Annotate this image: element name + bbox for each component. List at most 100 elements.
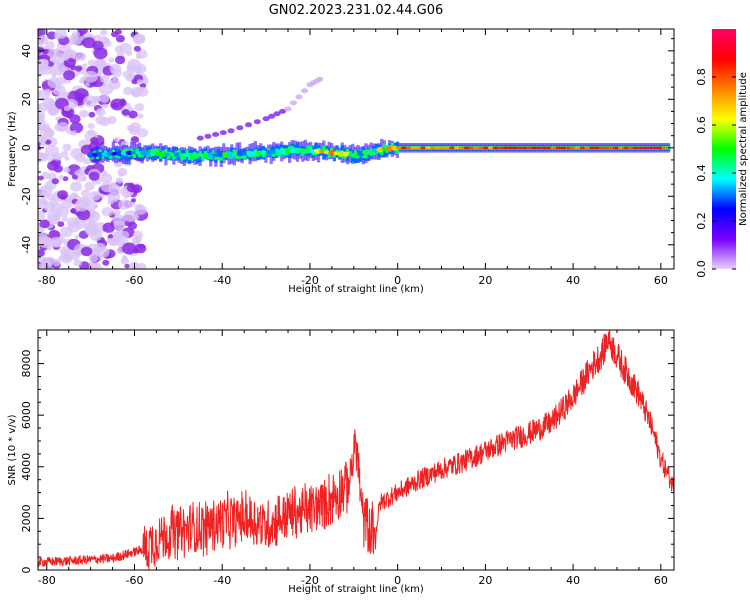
y-tick-label: 6000 xyxy=(20,401,33,429)
ridge-core xyxy=(531,146,538,150)
ridge-middle xyxy=(114,153,118,158)
branch-mark xyxy=(196,135,204,141)
noise-speckle xyxy=(63,70,76,81)
noise-speckle xyxy=(131,86,143,97)
ridge-core xyxy=(588,146,596,150)
spectrogram-frame xyxy=(37,28,675,270)
ridge-core xyxy=(627,146,635,150)
y-tick-label: 0 xyxy=(20,567,33,574)
noise-speckle xyxy=(69,114,81,124)
branch-mark xyxy=(253,119,261,125)
noise-speckle xyxy=(51,178,60,185)
y-tick-label: 2000 xyxy=(20,504,33,532)
y-tick-label: -20 xyxy=(20,187,33,205)
ridge-outer xyxy=(322,148,326,160)
ridge-core xyxy=(231,151,239,157)
branch-mark xyxy=(268,113,276,119)
ridge-core xyxy=(429,146,437,150)
branch-mark xyxy=(262,116,270,122)
noise-speckle xyxy=(88,171,100,181)
ridge-core xyxy=(535,146,543,150)
y-tick-label: 40 xyxy=(20,44,33,58)
noise-speckle xyxy=(113,220,126,231)
ridge-core xyxy=(613,146,620,150)
noise-speckle xyxy=(118,172,124,177)
ridge-core xyxy=(492,146,500,150)
ridge-core xyxy=(280,148,288,155)
branch-mark xyxy=(273,111,281,117)
spectrogram-y-label: Frequency (Hz) xyxy=(7,111,18,187)
ridge-core xyxy=(106,151,114,157)
noise-speckle xyxy=(134,243,147,254)
noise-speckle xyxy=(122,242,137,255)
ridge-middle xyxy=(309,145,313,152)
noise-speckle xyxy=(56,122,69,132)
noise-speckle xyxy=(64,156,70,161)
noise-speckle xyxy=(115,55,126,65)
noise-speckle xyxy=(134,203,144,211)
ridge-core xyxy=(183,153,191,158)
noise-speckle xyxy=(100,74,110,84)
x-tick-label: -20 xyxy=(301,274,319,287)
noise-speckle xyxy=(82,37,96,49)
ridge-middle xyxy=(188,153,192,161)
ridge-middle xyxy=(332,152,337,158)
noise-speckle xyxy=(119,43,132,54)
noise-speckle xyxy=(108,57,115,63)
ridge-middle xyxy=(301,149,305,156)
colorbar-tick-label: 0.2 xyxy=(695,212,708,230)
noise-speckle xyxy=(135,54,142,60)
noise-speckle xyxy=(62,91,69,97)
noise-speckle xyxy=(53,240,62,248)
snr-x-axis: -80 -60 -40 -20 0 20 40 60 xyxy=(38,330,668,587)
ridge-middle xyxy=(138,152,142,158)
noise-speckle xyxy=(49,70,57,76)
noise-speckle xyxy=(74,234,80,240)
noise-speckle xyxy=(69,34,79,42)
noise-speckle xyxy=(133,230,143,240)
ridge-core xyxy=(468,146,476,150)
noise-speckle xyxy=(42,48,49,55)
ridge-core xyxy=(449,146,456,150)
colorbar-ticks: 0.0 0.2 0.4 0.6 0.8 xyxy=(695,68,736,278)
ridge-core xyxy=(617,146,625,150)
ridge-middle xyxy=(382,143,387,152)
colorbar-strip xyxy=(712,29,736,269)
noise-speckle xyxy=(38,175,44,181)
noise-speckle xyxy=(38,102,48,112)
ridge-core xyxy=(574,146,582,150)
noise-speckle xyxy=(81,176,88,182)
snr-panel: -80 -60 -40 -20 0 20 40 60 0 2000 4000 6000 8000 He… xyxy=(7,329,675,595)
ridge-core xyxy=(506,146,514,150)
noise-speckle xyxy=(133,68,140,74)
noise-speckle xyxy=(112,76,118,81)
ridge-core xyxy=(560,146,567,150)
ridge-core xyxy=(391,145,399,151)
x-tick-label: 60 xyxy=(654,274,668,287)
ridge-outer xyxy=(101,148,105,156)
noise-speckle xyxy=(74,88,89,100)
ridge-middle xyxy=(217,153,221,160)
snr-frame xyxy=(37,329,675,571)
ridge-middle xyxy=(327,150,331,159)
noise-speckle xyxy=(70,130,78,136)
noise-speckle xyxy=(54,29,67,39)
noise-speckle xyxy=(84,181,95,191)
noise-speckle xyxy=(73,259,83,267)
ridge-middle xyxy=(322,146,326,154)
noise-speckle xyxy=(38,209,46,222)
spectrogram-marks xyxy=(38,29,671,269)
noise-speckle xyxy=(111,31,119,38)
noise-speckle xyxy=(103,40,112,48)
ridge-core xyxy=(395,146,403,150)
noise-speckle xyxy=(38,249,45,257)
noise-speckle xyxy=(123,86,133,96)
noise-speckle xyxy=(102,259,110,266)
ridge-core xyxy=(477,146,485,150)
ridge-middle xyxy=(390,142,394,150)
noise-speckle xyxy=(38,114,45,124)
ridge-outer xyxy=(217,148,221,158)
y-tick-label: 20 xyxy=(20,92,33,106)
colorbar-tick-label: 0.6 xyxy=(695,116,708,134)
